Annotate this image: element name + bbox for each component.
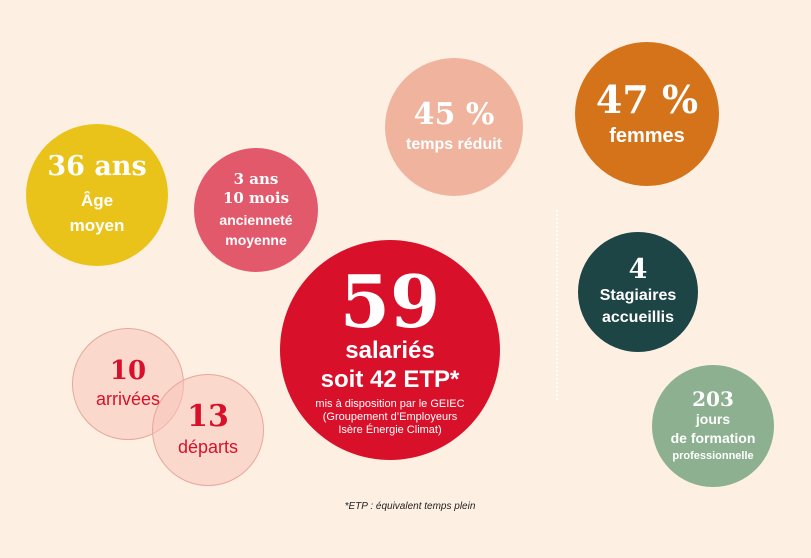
departs-label: départs [177,437,239,457]
anciennete-value-line1: 3 ans [233,170,279,188]
femmes-value: 47 % [595,77,699,122]
arrivees-label: arrivées [95,389,161,409]
anciennete-bubble: 3 ans 10 mois ancienneté moyenne [194,148,318,272]
temps-reduit-bubble: 45 % temps réduit [385,58,523,196]
arrivees-value: 10 [109,356,147,386]
footnote: *ETP : équivalent temps plein [344,501,476,512]
age-bubble: 36 ans Âge moyen [26,124,168,266]
arrivees-bubble: 10 arrivées [72,328,184,440]
stagiaires-value: 4 [628,254,648,285]
formation-value: 203 [692,387,734,411]
age-value: 36 ans [47,151,147,182]
age-label-line2: moyen [69,216,125,235]
anciennete-label-line1: ancienneté [219,212,293,228]
femmes-bubble: 47 % femmes [575,42,719,186]
formation-label-line3: professionnelle [672,450,754,462]
age-label-line1: Âge [80,191,114,210]
stagiaires-label-line1: Stagiaires [599,287,677,304]
formation-label-line2: de formation [670,430,756,446]
salaries-bubble: 59 salariés soit 42 ETP* mis à dispositi… [280,240,500,460]
stagiaires-label-line2: accueillis [601,309,675,326]
salaries-sub-line1: mis à disposition par le GEIEC [315,398,465,410]
departs-bubble: 13 départs [152,374,264,486]
salaries-label-line2: soit 42 ETP* [320,366,460,393]
dotted-divider [556,210,558,400]
departs-value: 13 [187,399,229,434]
anciennete-label-line2: moyenne [225,232,287,248]
salaries-sub-line3: Isère Énergie Climat) [338,424,442,436]
formation-label-line1: jours [695,411,731,427]
salaries-value: 59 [339,259,441,344]
formation-bubble: 203 jours de formation professionnelle [652,365,774,487]
stagiaires-bubble: 4 Stagiaires accueillis [578,232,698,352]
temps-reduit-value: 45 % [413,97,495,132]
salaries-label-line1: salariés [345,337,435,364]
femmes-label: femmes [609,125,685,147]
anciennete-value-line2: 10 mois [222,189,290,207]
salaries-sub-line2: (Groupement d’Employeurs [322,411,458,423]
temps-reduit-label: temps réduit [405,136,502,153]
